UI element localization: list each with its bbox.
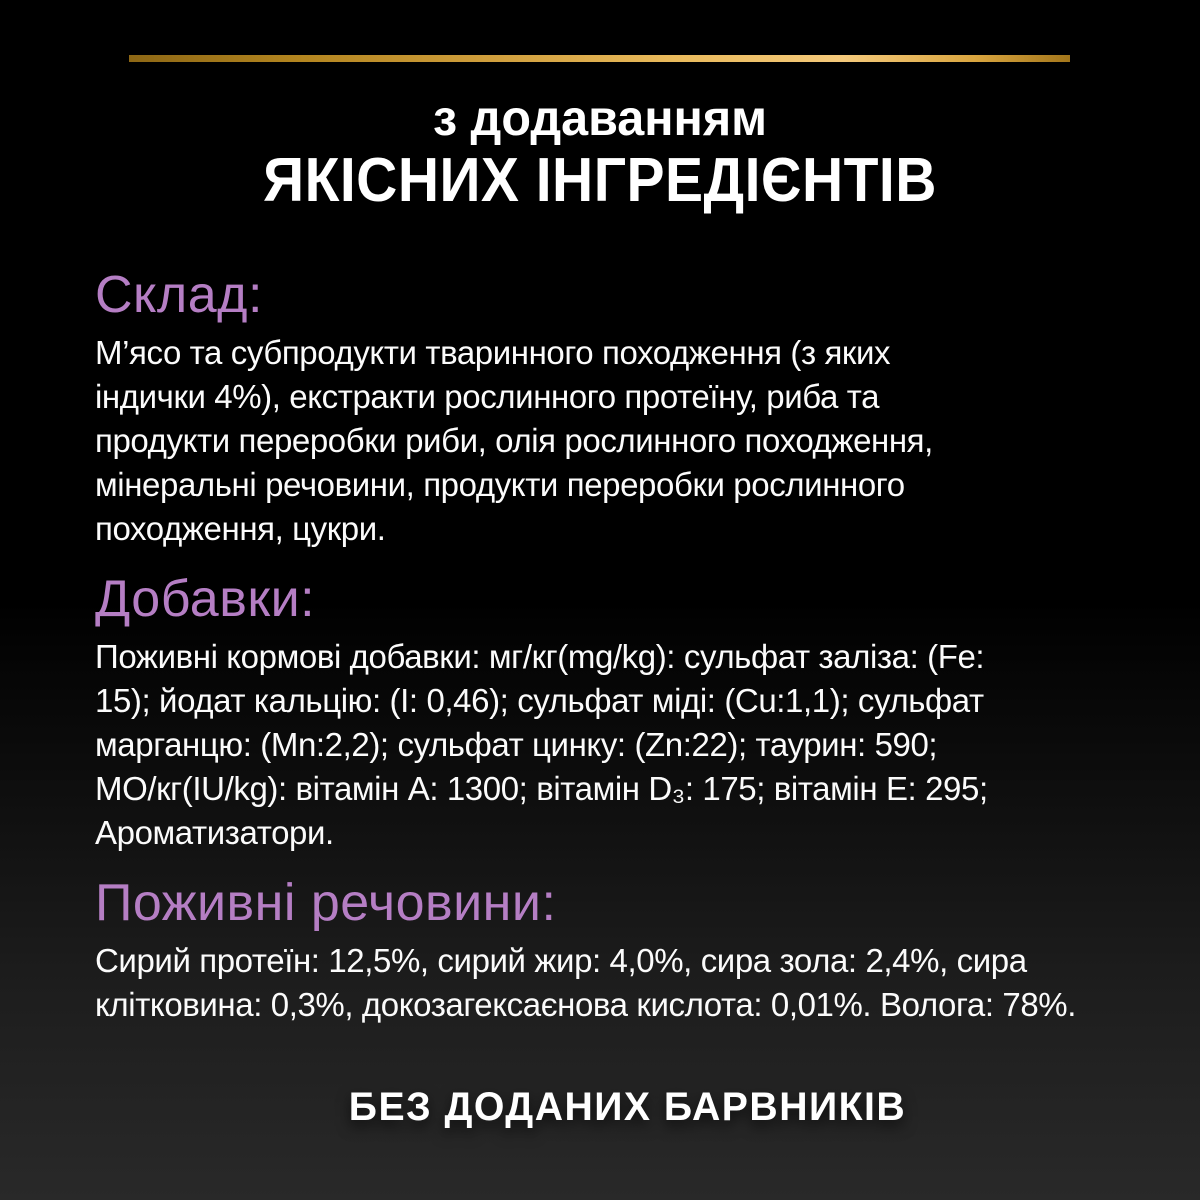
nutrients-body: Сирий протеїн: 12,5%, сирий жир: 4,0%, с… [95,942,1077,1024]
no-colorants-claim: БЕЗ ДОДАНИХ БАРВНИКІВ [348,1085,907,1130]
page-title: з додаванням ЯКІСНИХ ІНГРЕДІЄНТІВ [0,0,1200,215]
title-line-1: з додаванням [432,90,768,146]
additives-body: Поживні кормові добавки: мг/кг(mg/kg): с… [95,638,988,852]
additives-heading: Добавки: [95,570,316,629]
composition-heading: Склад: [95,266,263,325]
title-line-2: ЯКІСНИХ ІНГРЕДІЄНТІВ [263,146,937,215]
section-nutrients: Поживні речовини: Сирий протеїн: 12,5%, … [95,873,1160,1027]
section-additives: Добавки: Поживні кормові добавки: мг/кг(… [95,569,1160,855]
info-content: Склад: М’ясо та субпродукти тваринного п… [0,265,1200,1131]
section-composition: Склад: М’ясо та субпродукти тваринного п… [95,265,1160,551]
gold-divider-bar [129,55,1070,62]
composition-body: М’ясо та субпродукти тваринного походжен… [95,334,933,548]
nutrients-heading: Поживні речовини: [95,874,557,933]
